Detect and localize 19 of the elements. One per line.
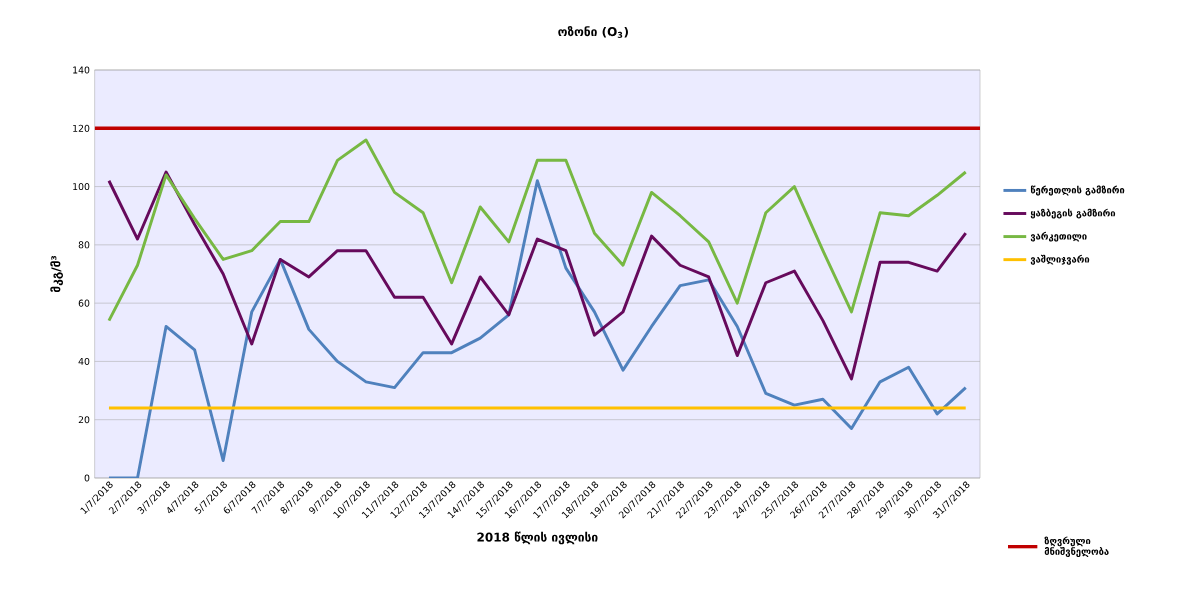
legend-label: წერეთლის გამზირი xyxy=(1030,185,1125,196)
x-axis-title: 2018 წლის ივლისი xyxy=(477,531,598,545)
legend-label: ყაზბეგის გამზირი xyxy=(1030,208,1116,219)
y-tick-label: 140 xyxy=(73,66,90,74)
legend-label: ვარკეთილი xyxy=(1030,231,1087,242)
legend-label: ზღვრული მნიშვნელობა xyxy=(1044,536,1109,557)
line-series xyxy=(107,179,968,478)
y-tick-label: 100 xyxy=(73,182,90,190)
y-tick-label: 0 xyxy=(84,474,90,482)
line-series xyxy=(107,138,968,322)
y-tick-label: 80 xyxy=(78,241,90,249)
legend-label: ვაშლიჯვარი xyxy=(1030,254,1090,265)
y-tick-label: 60 xyxy=(78,299,90,307)
y-axis-title: მკგ/მ³ xyxy=(50,255,63,292)
y-tick-label: 120 xyxy=(73,124,90,132)
line-series xyxy=(107,170,968,381)
y-tick-label: 20 xyxy=(78,416,90,424)
y-tick-label: 40 xyxy=(78,357,90,365)
chart-title: ოზონი (O$_{3}$) xyxy=(558,25,628,38)
